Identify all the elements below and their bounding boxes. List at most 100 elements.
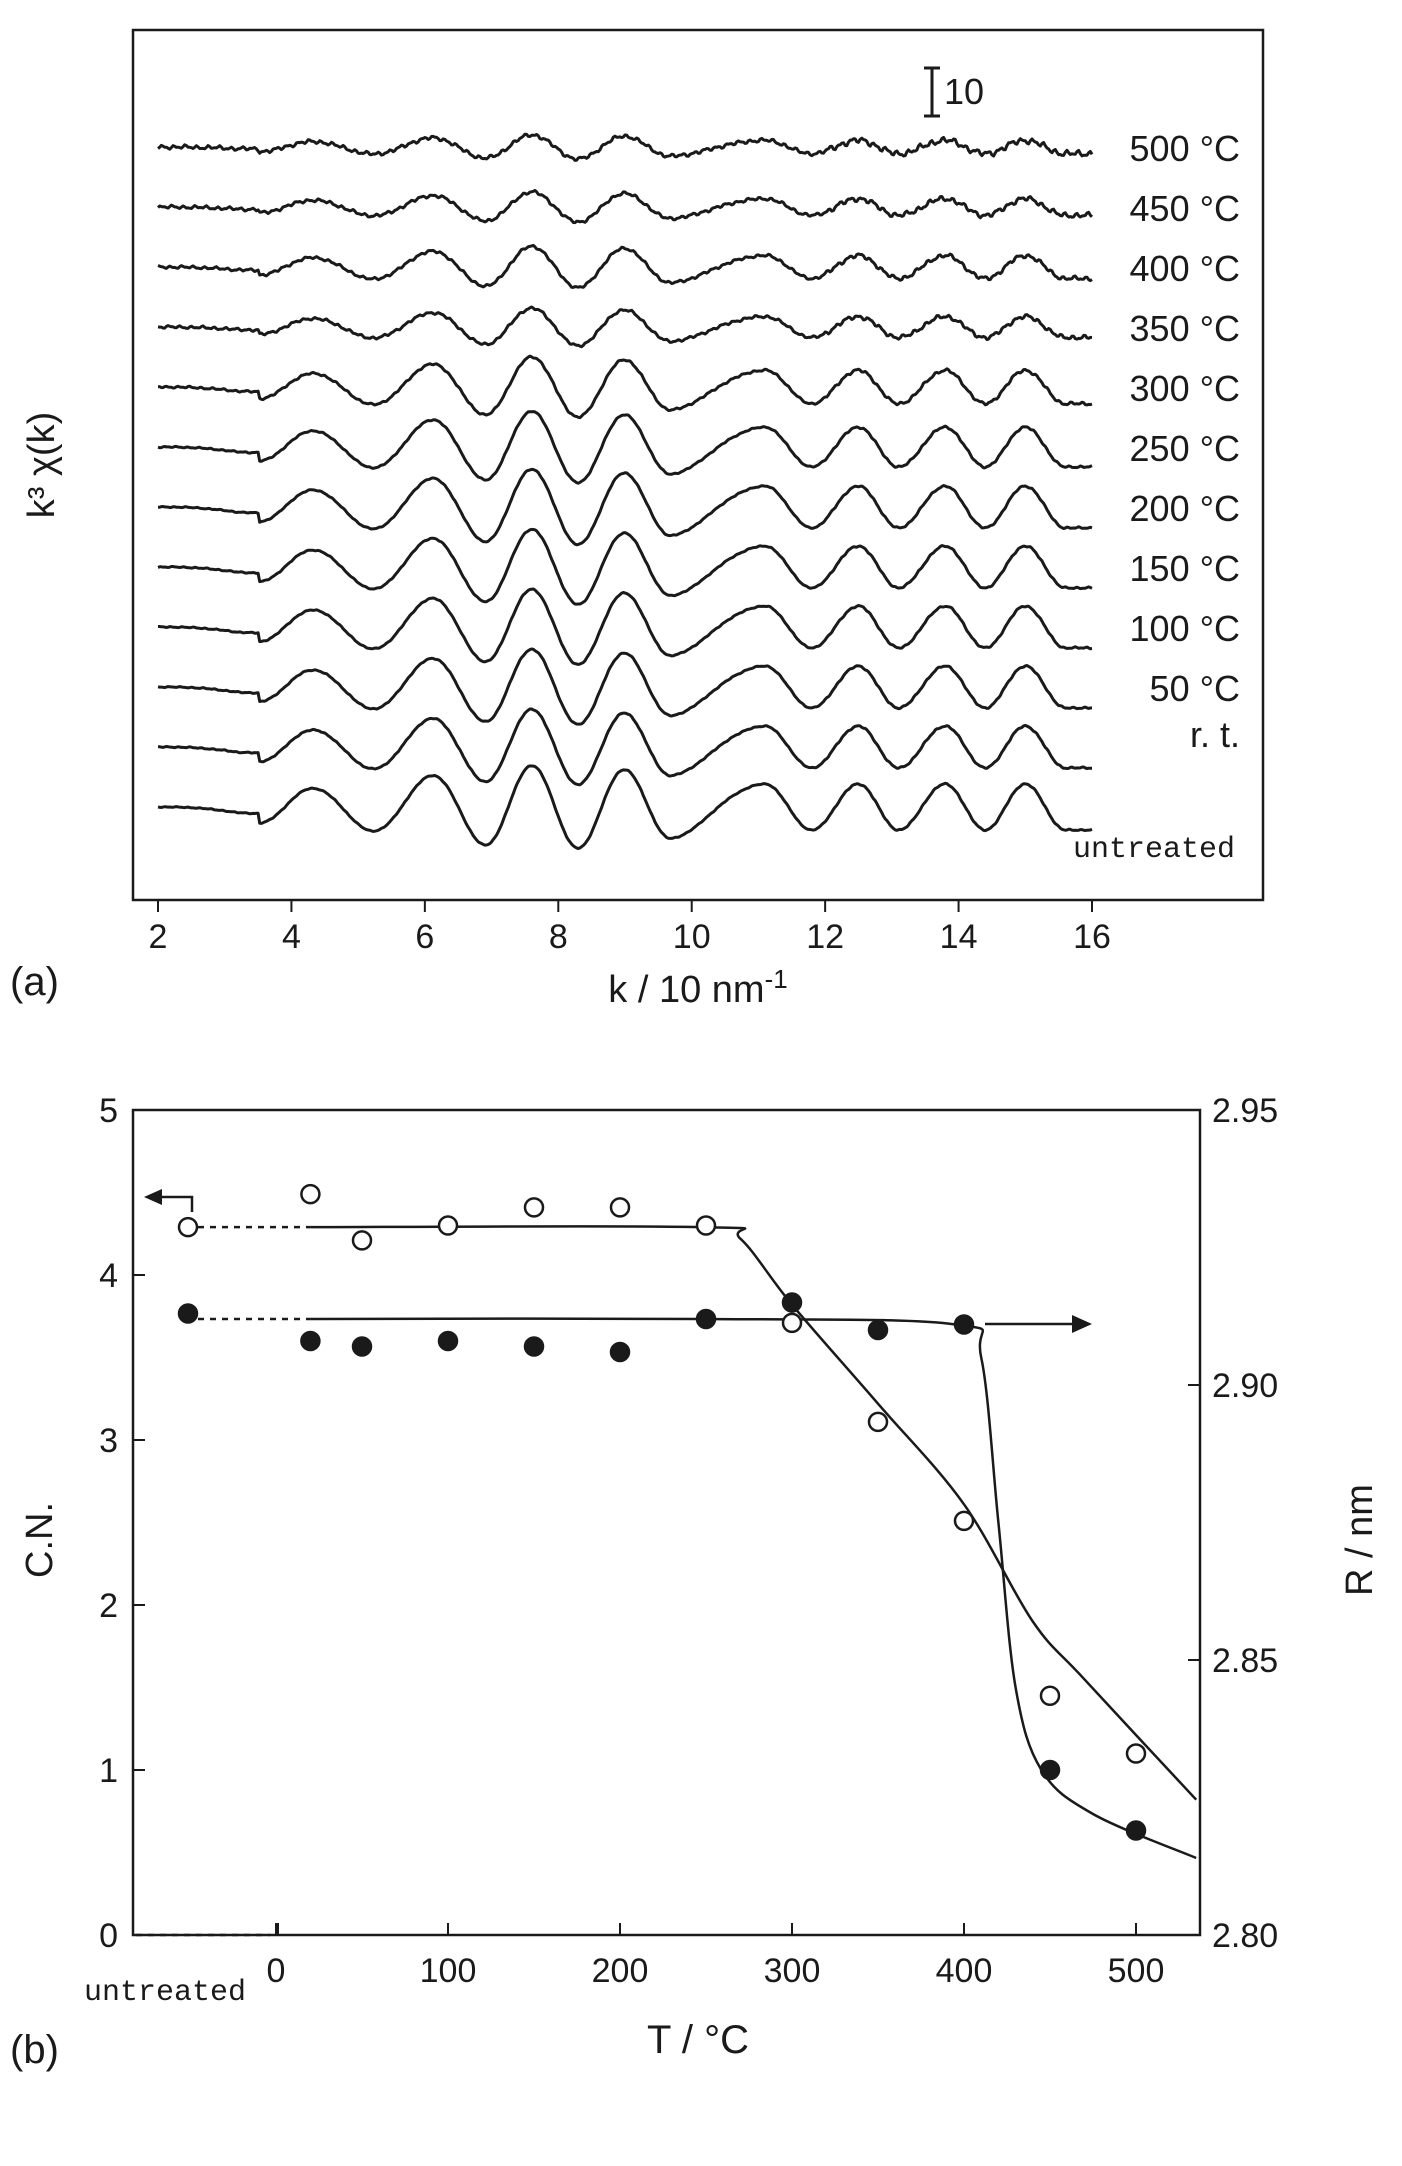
panel-b-xlabel: T / °C (647, 2018, 749, 2062)
panel-b: 0 100 200 300 400 500 0 1 2 3 4 5 2.80 2.85 2.90 2.95 C… (10, 1092, 1381, 2072)
spectrum-trace (157, 243, 1093, 289)
panel-b-ytick-right-label: 2.95 (1212, 1092, 1278, 1130)
panel-a-xlabel-main: k / 10 nm (608, 969, 764, 1011)
series-label: 400 °C (1130, 248, 1240, 289)
panel-b-xtick-label: 300 (764, 1952, 821, 1990)
panel-a-xtick-label: 14 (940, 918, 978, 956)
scale-bar: 10 (924, 66, 984, 118)
panel-b-xtick-label: 0 (267, 1952, 286, 1990)
scale-bar-label: 10 (944, 71, 984, 112)
axis-arrows (144, 1189, 1092, 1333)
series-label: 350 °C (1130, 308, 1240, 349)
series-label: 200 °C (1130, 488, 1240, 529)
r-data-point (300, 1330, 321, 1352)
spectrum-trace (157, 764, 1093, 850)
spectrum-trace (157, 354, 1093, 420)
panel-b-ylabel-right: R / nm (1339, 1484, 1381, 1596)
left-axis-arrow-head (144, 1189, 162, 1205)
cn-data-point (300, 1183, 321, 1205)
r-data-point (177, 1303, 199, 1324)
panel-b-xtick-label: 500 (1108, 1952, 1165, 1990)
series-label: 500 °C (1130, 128, 1240, 169)
series-label: 150 °C (1130, 548, 1240, 589)
r-data-point (867, 1319, 889, 1341)
panel-b-tag: (b) (10, 2028, 59, 2072)
r-data-point (609, 1341, 631, 1363)
spectrum-trace (157, 189, 1094, 225)
series-label: 250 °C (1130, 428, 1240, 469)
panel-b-xtick-label: 200 (592, 1952, 649, 1990)
cn-data-point (1125, 1743, 1147, 1764)
panel-b-ytick-left-label: 5 (99, 1092, 118, 1130)
r-data-point (781, 1292, 803, 1313)
panel-a-xlabel: k / 10 nm-1 (608, 964, 787, 1011)
panel-a-xtick-label: 2 (149, 918, 168, 956)
r-data-point (523, 1336, 545, 1357)
cn-data-point (1039, 1685, 1061, 1706)
panel-b-ylabel-left: C.N. (19, 1502, 61, 1578)
panel-a-tag: (a) (10, 960, 59, 1004)
spectrum-trace (157, 527, 1093, 606)
panel-a-xlabel-sup: -1 (765, 964, 788, 994)
panel-a-traces (157, 132, 1094, 850)
panel-b-frame (131, 1108, 1202, 1937)
series-label: 100 °C (1130, 608, 1240, 649)
cn-data-point (867, 1411, 889, 1433)
panel-a-xtick-label: 10 (673, 918, 711, 956)
cn-fit-line (310, 1225, 1198, 1801)
cn-data-point (523, 1197, 545, 1218)
series-label: 450 °C (1130, 188, 1240, 229)
cn-data-point (609, 1197, 631, 1218)
panel-b-axes: 0 100 200 300 400 500 0 1 2 3 4 5 2.80 2.85 2.90 2.95 (99, 1092, 1278, 1990)
panel-b-points (177, 1183, 1147, 1841)
spectrum-trace (158, 707, 1092, 787)
cn-data-point (177, 1216, 199, 1238)
r-data-point (437, 1330, 459, 1352)
panel-a-frame (131, 28, 1265, 902)
panel-b-ytick-right-label: 2.85 (1212, 1642, 1278, 1680)
cn-data-point (781, 1312, 803, 1334)
spectrum-trace (158, 587, 1093, 666)
r-data-point (351, 1336, 373, 1357)
cn-data-point (437, 1215, 459, 1236)
panel-b-ytick-left-label: 0 (99, 1917, 118, 1955)
panel-a-ylabel: k³ χ(k) (21, 412, 63, 518)
panel-a-xtick-label: 4 (282, 918, 301, 956)
series-label: 50 °C (1150, 668, 1240, 709)
r-data-point (1125, 1820, 1147, 1841)
series-label: untreated (1073, 833, 1235, 867)
series-label: r. t. (1190, 714, 1240, 755)
panel-a-xtick-label: 12 (806, 918, 844, 956)
panel-b-xtick-label: 400 (936, 1952, 993, 1990)
panel-b-ytick-right-label: 2.90 (1212, 1367, 1278, 1405)
cn-data-point (695, 1215, 717, 1236)
panel-b-ytick-left-label: 4 (99, 1257, 118, 1295)
spectrum-trace (157, 410, 1093, 485)
right-axis-arrow-head (1072, 1315, 1092, 1333)
panel-b-ytick-right-label: 2.80 (1212, 1917, 1278, 1955)
r-data-point (695, 1308, 717, 1330)
panel-a-xtick-label: 6 (415, 918, 434, 956)
cn-data-point (351, 1230, 373, 1251)
panel-b-ytick-left-label: 3 (99, 1422, 118, 1460)
panel-b-fit-lines (198, 1225, 1198, 1860)
panel-a-x-ticks: 2 4 6 8 10 12 14 16 (149, 900, 1111, 956)
panel-a-xtick-label: 8 (549, 918, 568, 956)
panel-b-ytick-left-label: 2 (99, 1587, 118, 1625)
r-data-point (953, 1314, 975, 1335)
series-label: 300 °C (1130, 368, 1240, 409)
spectrum-trace (157, 467, 1093, 547)
left-axis-arrow (150, 1195, 194, 1212)
panel-a-series-labels: 500 °C 450 °C 400 °C 350 °C 300 °C 250 °C 200 … (1073, 128, 1240, 867)
spectrum-trace (157, 647, 1093, 726)
r-data-point (1039, 1759, 1061, 1781)
untreated-x-label: untreated (84, 1976, 246, 2010)
panel-b-xtick-label: 100 (420, 1952, 477, 1990)
r-fit-line (310, 1317, 1197, 1860)
spectrum-trace (157, 132, 1094, 162)
cn-data-point (953, 1510, 975, 1532)
spectrum-trace (157, 305, 1093, 349)
panel-a-xtick-label: 16 (1073, 918, 1111, 956)
